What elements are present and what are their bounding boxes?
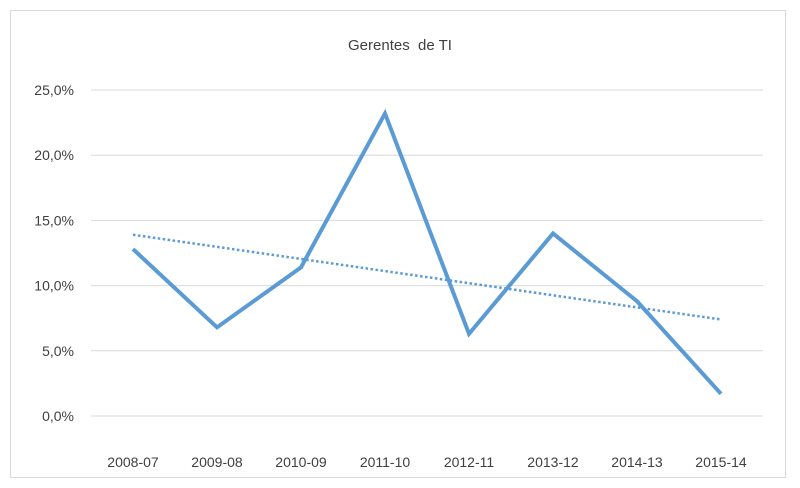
y-tick-label: 5,0%	[42, 343, 74, 359]
series-layer	[131, 108, 723, 396]
x-tick-label: 2014-13	[611, 454, 663, 470]
x-tick-label: 2010-09	[275, 454, 327, 470]
series-line	[131, 108, 723, 396]
x-tick-label: 2011-10	[360, 454, 411, 470]
y-tick-label: 0,0%	[42, 408, 74, 424]
chart-title: Gerentes de TI	[348, 37, 452, 54]
y-axis-tick-labels: 0,0% 5,0% 10,0% 15,0% 20,0% 25,0%	[34, 82, 74, 424]
trendline-layer	[132, 233, 722, 321]
x-tick-label: 2012-11	[444, 454, 495, 470]
y-tick-label: 10,0%	[34, 278, 74, 294]
chart-frame	[10, 10, 786, 478]
x-tick-label: 2015-14	[695, 454, 747, 470]
gridlines	[91, 89, 763, 417]
y-tick-label: 15,0%	[34, 212, 74, 228]
x-axis-tick-labels: 2008-07 2009-08 2010-09 2011-10 2012-11 2013-…	[107, 454, 747, 470]
x-tick-label: 2009-08	[191, 454, 243, 470]
trendline	[132, 233, 722, 321]
y-tick-label: 20,0%	[34, 147, 74, 163]
x-tick-label: 2008-07	[107, 454, 159, 470]
y-tick-label: 25,0%	[34, 82, 74, 98]
x-tick-label: 2013-12	[527, 454, 579, 470]
